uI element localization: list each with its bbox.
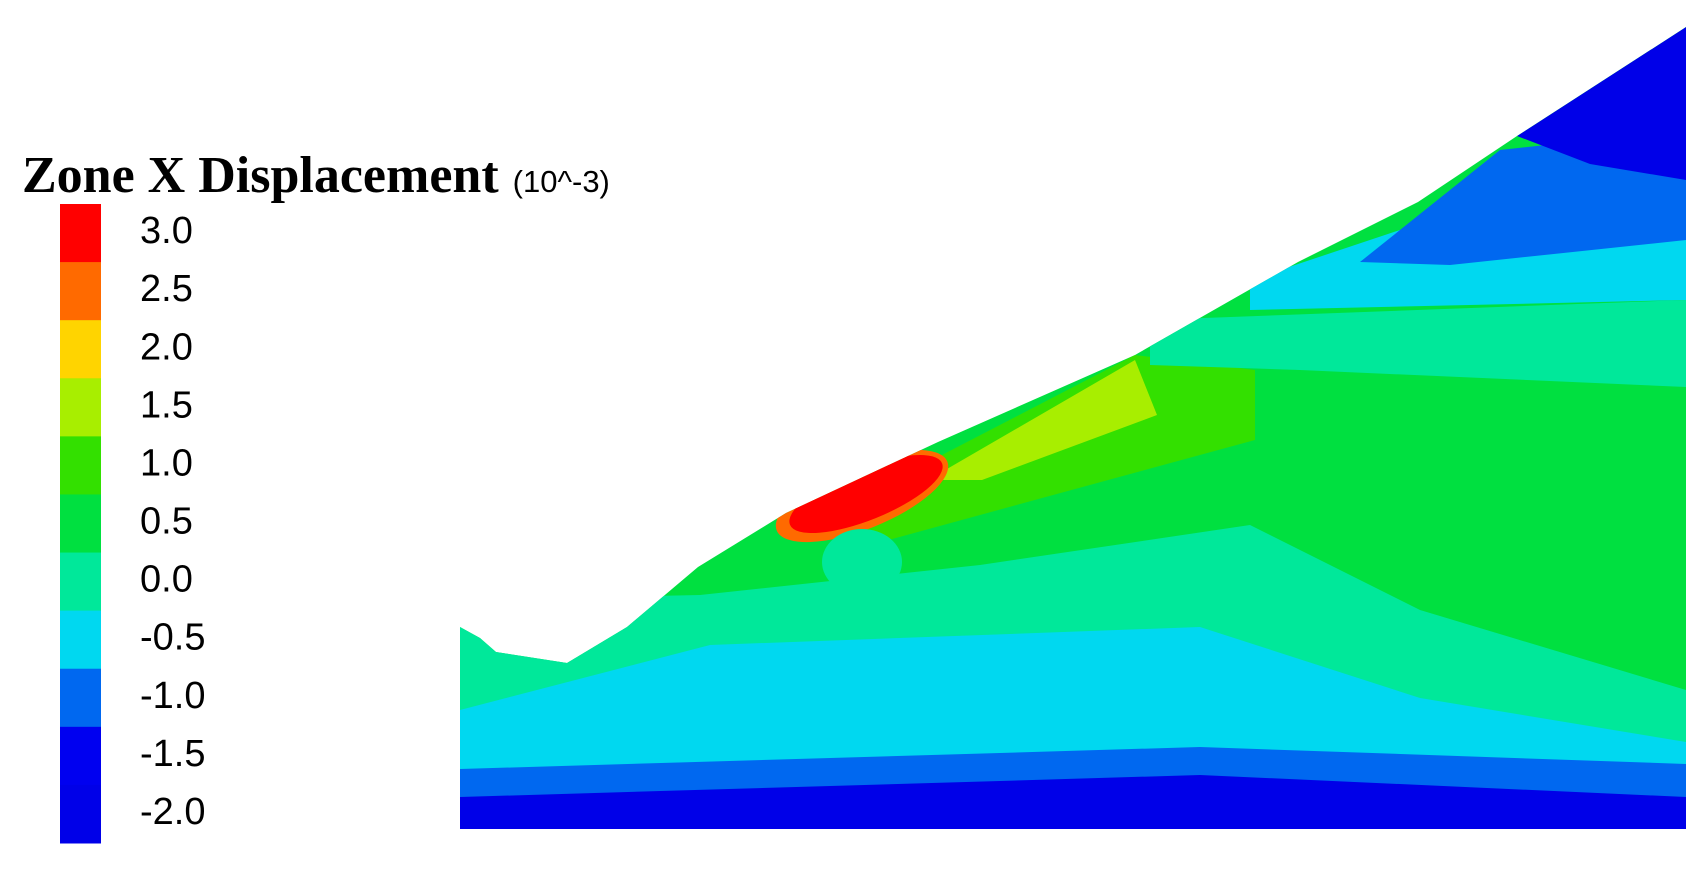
legend-label: 0.5 bbox=[140, 501, 193, 543]
legend-label: 2.0 bbox=[140, 326, 193, 368]
legend-label: -0.5 bbox=[140, 617, 205, 659]
legend-label: 1.0 bbox=[140, 442, 193, 484]
legend-swatch bbox=[60, 378, 101, 437]
legend-swatch bbox=[60, 552, 101, 612]
legend-swatch bbox=[60, 262, 101, 321]
legend-swatch bbox=[60, 610, 101, 670]
legend-label: -1.0 bbox=[140, 675, 205, 717]
legend-swatch bbox=[60, 494, 101, 554]
legend-label: 0.0 bbox=[140, 559, 193, 601]
legend-label: 3.0 bbox=[140, 210, 193, 252]
legend-label: -1.5 bbox=[140, 733, 205, 775]
legend-swatch bbox=[60, 784, 101, 844]
legend-label: 2.5 bbox=[140, 268, 193, 310]
legend-title: Zone X Displacement (10^-3) bbox=[22, 147, 610, 204]
contour-plot bbox=[460, 27, 1686, 829]
legend: Zone X Displacement (10^-3) 3.0 2.5 2.0 1.5 1… bbox=[22, 147, 610, 844]
legend-label: 1.5 bbox=[140, 384, 193, 426]
legend-label: -2.0 bbox=[140, 791, 205, 833]
legend-swatch bbox=[60, 204, 101, 263]
legend-swatch bbox=[60, 668, 101, 728]
legend-swatch bbox=[60, 726, 101, 786]
legend-swatch bbox=[60, 320, 101, 379]
legend-swatch bbox=[60, 436, 101, 495]
